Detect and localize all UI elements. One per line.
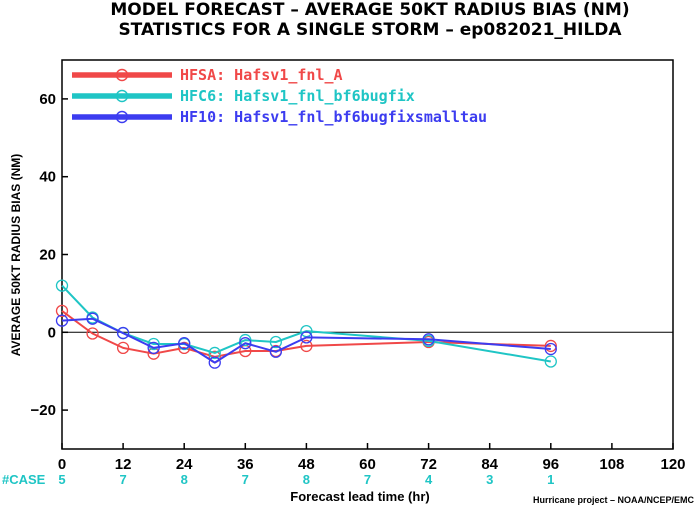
- case-count: 4: [425, 472, 433, 487]
- y-tick-label: 0: [48, 324, 56, 341]
- x-tick-label: 96: [542, 456, 559, 473]
- data-point: [116, 341, 130, 355]
- case-count: 8: [303, 472, 310, 487]
- case-count: 7: [364, 472, 371, 487]
- data-point: [300, 339, 313, 353]
- chart-title-line1: MODEL FORECAST – AVERAGE 50KT RADIUS BIA…: [110, 0, 629, 20]
- legend-label: HFSA: Hafsv1_fnl_A: [180, 66, 343, 84]
- legend: HFSA: Hafsv1_fnl_A HFC6: Hafsv1_fnl_bf6bu…: [72, 66, 487, 126]
- x-tick-label: 48: [298, 456, 315, 473]
- x-tick-label: 24: [176, 456, 193, 473]
- case-count: 7: [119, 472, 126, 487]
- x-tick-label: 72: [420, 456, 437, 473]
- series-1: [55, 279, 557, 368]
- case-count: 8: [181, 472, 188, 487]
- y-tick-label: 60: [39, 91, 56, 108]
- data-point: [208, 346, 221, 360]
- data-point: [422, 333, 435, 346]
- case-count: 5: [58, 472, 65, 487]
- data-point: [239, 333, 252, 347]
- y-axis-label: AVERAGE 50KT RADIUS BIAS (NM): [9, 154, 23, 356]
- data-point: [269, 335, 283, 349]
- legend-marker: [115, 89, 129, 103]
- data-point: [208, 356, 221, 369]
- x-tick-label: 84: [481, 456, 498, 473]
- data-point: [147, 341, 160, 355]
- data-point: [544, 355, 557, 368]
- data-point: [147, 337, 160, 351]
- y-tick-label: −20: [31, 402, 56, 419]
- series-line: [61, 317, 551, 364]
- data-point: [239, 337, 252, 350]
- data-point: [178, 337, 191, 350]
- data-point: [544, 339, 557, 353]
- case-count: 1: [547, 472, 554, 487]
- legend-label: HF10: Hafsv1_fnl_bf6bugfixsmalltau: [180, 108, 487, 126]
- x-axis-label: Forecast lead time (hr): [290, 489, 429, 504]
- legend-item: HF10: Hafsv1_fnl_bf6bugfixsmalltau: [72, 108, 487, 126]
- legend-marker: [115, 68, 129, 82]
- legend-item: HFSA: Hafsv1_fnl_A: [72, 66, 343, 84]
- case-count: 3: [486, 472, 493, 487]
- data-point: [544, 342, 557, 356]
- x-tick-label: 0: [58, 456, 66, 473]
- x-tick-label: 120: [660, 456, 685, 473]
- data-point: [55, 279, 69, 292]
- y-tick-label: 40: [39, 169, 56, 186]
- y-tick-label: 20: [39, 247, 56, 264]
- case-row-label: #CASE: [2, 472, 46, 487]
- x-tick-label: 60: [359, 456, 376, 473]
- legend-item: HFC6: Hafsv1_fnl_bf6bugfix: [72, 87, 415, 105]
- data-point: [116, 326, 130, 340]
- series-2: [55, 312, 557, 369]
- legend-label: HFC6: Hafsv1_fnl_bf6bugfix: [180, 87, 415, 105]
- x-tick-label: 108: [599, 456, 624, 473]
- data-point: [55, 304, 69, 318]
- x-tick-label: 36: [237, 456, 254, 473]
- data-point: [300, 331, 313, 344]
- case-count: 7: [242, 472, 249, 487]
- case-count-row: #CASE 5 7 8 7 8 7 4 3 1: [2, 472, 554, 487]
- series-0: [55, 304, 557, 363]
- credit-text: Hurricane project – NOAA/NCEP/EMC: [533, 495, 695, 505]
- data-point: [86, 312, 99, 325]
- chart-title-line2: STATISTICS FOR A SINGLE STORM – ep082021…: [118, 20, 622, 40]
- data-point: [269, 345, 283, 358]
- x-tick-label: 12: [115, 456, 132, 473]
- legend-marker: [115, 110, 129, 124]
- data-point: [55, 314, 69, 327]
- data-point: [86, 327, 99, 340]
